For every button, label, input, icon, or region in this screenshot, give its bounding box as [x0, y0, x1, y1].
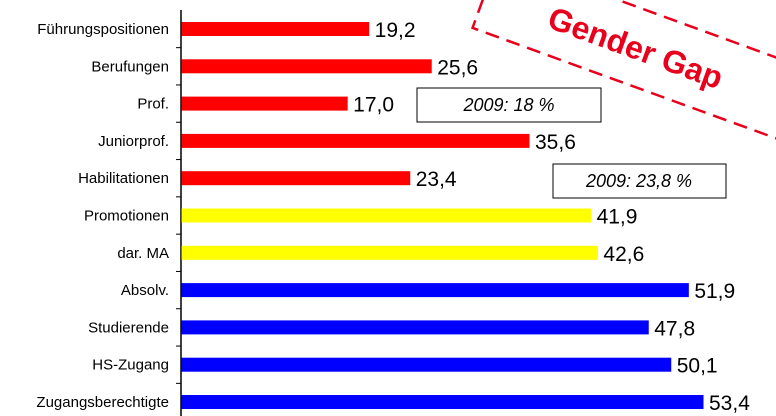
value-label-juniorprof: 35,6 — [535, 131, 576, 154]
annotation-habilitationen-box — [552, 163, 727, 199]
category-label-juniorprof: Juniorprof. — [98, 133, 169, 150]
value-label-absolv: 51,9 — [694, 280, 735, 303]
value-label-hs-zugang: 50,1 — [677, 355, 718, 378]
value-label-zugangsberechtigte: 53,4 — [709, 392, 750, 415]
bar-hs-zugang — [181, 357, 672, 372]
category-label-habilitationen: Habilitationen — [78, 170, 169, 187]
category-label-dar-ma: dar. MA — [117, 245, 169, 262]
bar-juniorprof — [181, 133, 530, 148]
annotation-prof-box — [416, 87, 602, 123]
gender-gap-stamp: Gender Gap — [470, 0, 776, 150]
bar-f-hrungspositionen — [181, 22, 370, 36]
value-label-berufungen: 25,6 — [437, 56, 478, 79]
category-label-f-hrungspositionen: Führungspositionen — [37, 21, 169, 38]
category-label-zugangsberechtigte: Zugangsberechtigte — [36, 394, 169, 411]
bar-zugangsberechtigte — [181, 395, 704, 409]
gender-gap-stamp-text: Gender Gap — [543, 0, 727, 96]
category-label-hs-zugang: HS-Zugang — [92, 357, 169, 374]
bars — [181, 22, 704, 409]
value-label-prof: 17,0 — [353, 94, 394, 117]
value-label-f-hrungspositionen: 19,2 — [375, 19, 416, 42]
bar-dar-ma — [181, 245, 598, 260]
bar-absolv — [181, 283, 689, 298]
bar-studierende — [181, 320, 649, 335]
annotation-habilitationen: 2009: 23,8 % — [552, 163, 727, 199]
category-label-berufungen: Berufungen — [91, 58, 169, 75]
value-labels: 19,2 25,6 17,0 35,6 23,4 41,9 42,6 51,9 47,8 50,1… — [353, 19, 750, 415]
category-label-prof: Prof. — [137, 96, 169, 113]
bar-berufungen — [181, 59, 432, 74]
annotation-habilitationen-text: 2009: 23,8 % — [585, 171, 692, 191]
bar-prof — [181, 96, 348, 111]
category-label-promotionen: Promotionen — [84, 208, 169, 225]
annotation-prof-text: 2009: 18 % — [462, 95, 554, 115]
annotation-prof: 2009: 18 % — [416, 87, 602, 123]
value-label-studierende: 47,8 — [654, 317, 695, 340]
bar-promotionen — [181, 208, 592, 223]
category-axis-ticks — [176, 47, 181, 384]
value-label-habilitationen: 23,4 — [416, 168, 457, 191]
bar-habilitationen — [181, 171, 411, 186]
category-label-studierende: Studierende — [88, 319, 169, 336]
gender-gap-stamp-border — [470, 0, 776, 150]
value-label-promotionen: 41,9 — [597, 206, 638, 229]
value-label-dar-ma: 42,6 — [603, 243, 644, 266]
category-labels: Führungspositionen Berufungen Prof. Juniorp… — [36, 21, 169, 411]
category-label-absolv: Absolv. — [121, 282, 169, 299]
